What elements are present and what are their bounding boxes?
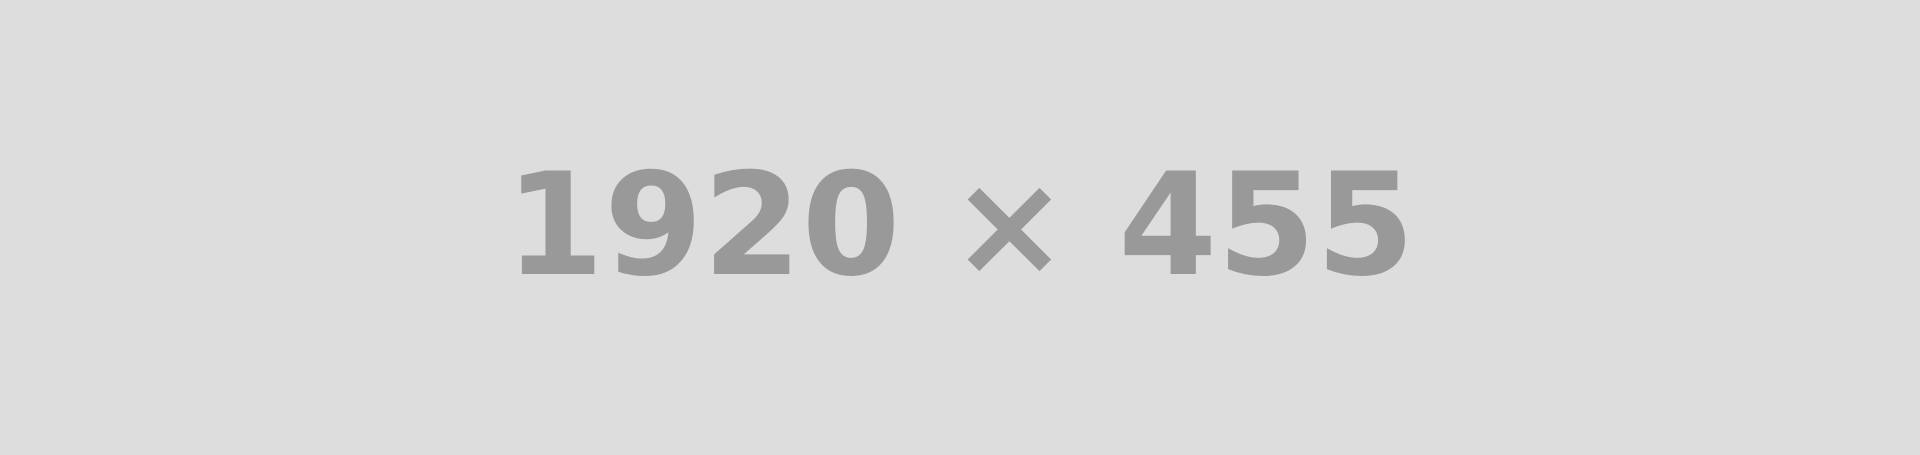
- dimensions-label: 1920 × 455: [505, 142, 1415, 308]
